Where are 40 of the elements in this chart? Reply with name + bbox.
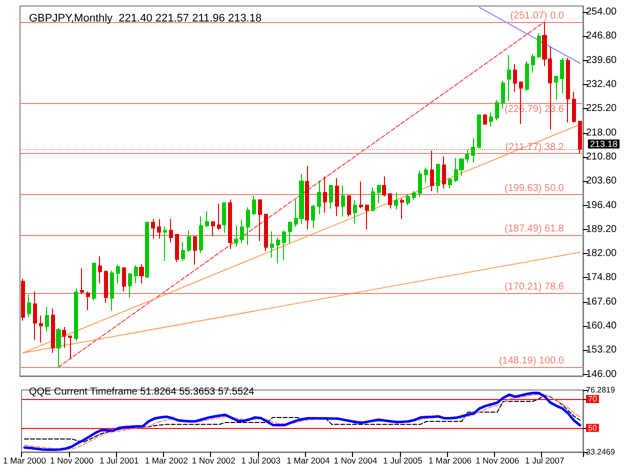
x-tick-label: 1 Mar 2004	[286, 456, 330, 466]
x-tick-label: 1 Nov 2002	[192, 456, 236, 466]
y-tick-label: 167.60	[586, 296, 618, 308]
x-tick-label: 1 Mar 2006	[428, 456, 472, 466]
y-tick-label: 196.40	[586, 200, 618, 211]
x-tick-label: 1 Jul 2003	[241, 456, 281, 466]
y-tick-label: 153.20	[586, 344, 618, 356]
y-tick-label: 210.80	[586, 151, 618, 162]
ref-line-label: 213.18	[590, 138, 618, 149]
text: GBPJPY,Monthly 221.40 221.57 211.96 213.18	[29, 12, 262, 24]
ref-line-label: (187.49) 61.8	[504, 224, 564, 235]
y-tick-label: 174.80	[586, 272, 618, 284]
y-tick-label: 160.40	[586, 320, 618, 332]
y-tick-label: 239.60	[586, 54, 618, 66]
y-tick-label: 182.00	[586, 248, 618, 260]
x-tick-label: 1 Nov 2000	[50, 456, 94, 466]
y-tick-label: 189.20	[586, 224, 618, 235]
chart-title: QQE Current Timeframe 51.8264 55.3653 57.5524	[29, 386, 255, 398]
x-tick-label: 1 Mar 2002	[144, 456, 188, 466]
x-tick-label: 1 Jul 2005	[383, 456, 423, 466]
y-tick-label: 76.2819	[586, 386, 616, 394]
y-tick-label: 218.00	[586, 127, 618, 138]
x-tick-label: 1 Nov 2006	[476, 456, 520, 466]
x-tick-label: 1 Jul 2001	[99, 456, 139, 466]
y-tick-label: 146.00	[586, 368, 618, 380]
ref-line-label: (199.63) 50.0	[504, 182, 564, 194]
y-tick-label: 33.2469	[586, 448, 616, 456]
y-tick-label: 225.20	[586, 103, 618, 114]
y-tick-label: 50	[588, 423, 598, 432]
y-tick-label: 203.60	[586, 176, 618, 187]
x-tick-label: 1 Nov 2004	[334, 456, 378, 466]
ref-line-label: (148.19) 100.0	[498, 355, 564, 366]
y-tick-label: 232.40	[586, 78, 618, 90]
y-tick-label: 70	[588, 394, 598, 404]
y-tick-label: 246.80	[586, 30, 618, 42]
ref-line-label: (170.21) 78.6	[504, 282, 564, 293]
x-tick-label: 1 Mar 2000	[2, 456, 46, 466]
y-tick-label: 254.00	[586, 6, 618, 18]
ref-line-label: (251.07) 0.0	[510, 10, 564, 22]
x-tick-label: 1 Jul 2007	[524, 456, 564, 466]
